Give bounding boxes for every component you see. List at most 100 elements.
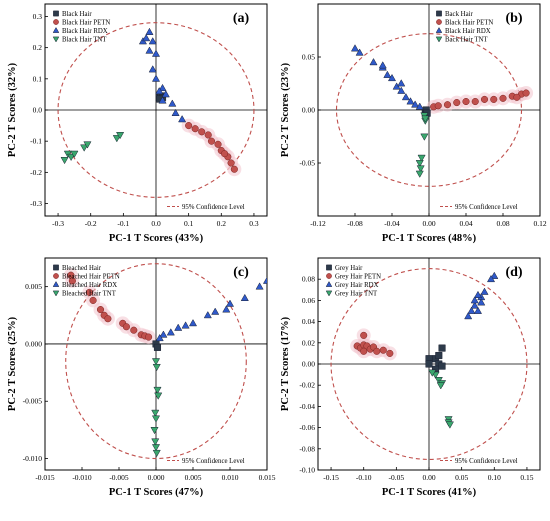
data-point	[490, 271, 499, 279]
data-point	[151, 438, 160, 446]
series-3	[428, 369, 454, 429]
data-point	[379, 346, 387, 354]
x-tick-label: -0.08	[347, 219, 363, 228]
panel-b: -0.12 -0.08 -0.04 0.00 0.04 0.08 0.12 -0.05 0.00…	[280, 3, 547, 244]
data-point	[499, 94, 507, 102]
y-tick-label: 0.08	[302, 275, 315, 284]
data-point	[350, 44, 360, 52]
data-point	[151, 444, 161, 452]
panel-a: -0.3 -0.2 -0.1 0.0 0.1 0.2 0.3 -0.3 -0.2 -0.1 0.0 0…	[7, 3, 268, 244]
y-tick-label: -0.04	[299, 402, 315, 411]
data-point	[425, 360, 433, 368]
x-tick-label: 0.10	[488, 473, 501, 482]
x-tick-label: 0.2	[217, 219, 227, 228]
data-point	[470, 301, 479, 309]
legend-label: Black Hair RDX	[62, 28, 108, 35]
legend-marker	[435, 36, 443, 43]
data-point	[68, 277, 76, 285]
x-tick-label: 0.12	[533, 219, 546, 228]
data-point	[369, 57, 378, 66]
legend-marker	[53, 19, 59, 25]
x-tick-label: 0.015	[259, 473, 276, 482]
data-point	[168, 99, 177, 107]
data-point	[415, 102, 424, 110]
data-point	[142, 33, 151, 42]
confidence-legend-label: 95% Confidence Level	[455, 458, 518, 465]
x-axis-title: PC-1 T Scores (47%)	[109, 487, 204, 498]
data-point	[80, 144, 89, 152]
legend-label: Back Hair TNT	[445, 37, 488, 44]
data-point	[225, 299, 235, 307]
data-point	[378, 61, 387, 69]
series-1	[185, 122, 238, 173]
legend-marker	[326, 264, 332, 271]
data-point	[154, 392, 163, 400]
legend-marker	[436, 19, 442, 25]
data-point	[174, 323, 183, 331]
data-point	[211, 307, 220, 315]
data-point	[152, 363, 161, 372]
data-point	[145, 333, 153, 341]
data-point	[471, 97, 479, 106]
x-axis-title: PC-1 T Scores (43%)	[109, 233, 204, 244]
data-point	[122, 323, 130, 331]
x-tick-label: -0.2	[85, 219, 97, 228]
legend-label: Grey Hair	[335, 265, 363, 272]
legend-label: Black Hair PETN	[62, 20, 110, 27]
y-tick-label: 0.00	[302, 360, 315, 369]
series-2	[155, 276, 267, 342]
data-point	[67, 153, 76, 162]
data-point	[151, 409, 160, 418]
y-tick-label: -0.3	[30, 199, 42, 208]
panel-label: (b)	[505, 11, 522, 26]
legend-label: Grey Hair PETN	[335, 274, 381, 281]
series-0	[425, 344, 446, 373]
legend-label: Black Hair TNT	[62, 37, 107, 44]
data-point	[85, 288, 93, 296]
confidence-ellipse	[65, 263, 247, 460]
legend-marker	[53, 273, 59, 279]
confidence-ellipse	[335, 33, 523, 187]
y-tick-label: 0.3	[33, 12, 43, 21]
data-point	[151, 49, 161, 57]
data-point	[406, 97, 415, 105]
data-point	[203, 310, 212, 319]
x-tick-label: 0.3	[249, 219, 259, 228]
legend-marker	[52, 27, 60, 33]
panel-c: -0.015 -0.010 -0.005 0.000 0.005 0.010 0.015 -0…	[7, 257, 276, 498]
y-tick-label: -0.05	[299, 159, 315, 168]
data-point	[155, 86, 164, 95]
data-point	[191, 125, 199, 133]
data-point	[159, 330, 168, 338]
x-axis-title: PC-1 T Scores (48%)	[382, 233, 477, 244]
data-point	[214, 140, 222, 148]
data-point	[161, 90, 170, 98]
legend-label: Black Hair RDX	[445, 28, 491, 35]
series-1	[430, 89, 530, 111]
data-point	[473, 306, 483, 314]
data-point	[467, 306, 476, 314]
legend-label: Black Hair PETN	[445, 20, 493, 27]
legend-label: Grey Hair TNT	[335, 291, 378, 298]
data-point	[477, 298, 486, 306]
y-tick-label: -0.10	[299, 466, 315, 475]
data-point	[470, 296, 479, 304]
data-point	[185, 122, 193, 130]
series-1	[353, 331, 394, 357]
y-tick-label: -0.1	[30, 137, 42, 146]
x-tick-label: 0.00	[422, 473, 435, 482]
data-point	[89, 296, 97, 304]
y-axis-title: PC-2 T Scores (32%)	[7, 62, 18, 157]
y-tick-label: 0.02	[302, 338, 315, 347]
legend-marker	[52, 290, 60, 297]
data-point	[188, 319, 198, 327]
data-point	[60, 156, 69, 165]
data-point	[435, 351, 443, 360]
data-point	[104, 315, 112, 323]
legend-label: Bleached Hair TNT	[62, 291, 117, 298]
y-tick-label: 0.005	[25, 282, 42, 291]
data-point	[255, 282, 264, 290]
